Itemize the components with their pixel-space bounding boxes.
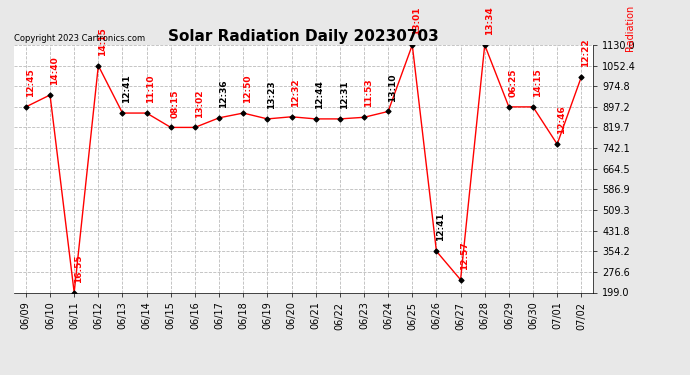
- Text: 08:15: 08:15: [170, 89, 179, 117]
- Text: 12:41: 12:41: [122, 74, 131, 103]
- Text: 11:10: 11:10: [146, 75, 155, 103]
- Text: 14:40: 14:40: [50, 56, 59, 85]
- Point: [527, 104, 538, 110]
- Text: 14:15: 14:15: [98, 27, 107, 56]
- Point: [69, 290, 79, 296]
- Text: 12:57: 12:57: [460, 241, 469, 270]
- Point: [479, 42, 490, 48]
- Point: [455, 277, 466, 283]
- Point: [406, 42, 417, 48]
- Text: 13:02: 13:02: [195, 89, 204, 117]
- Point: [552, 141, 563, 147]
- Point: [334, 116, 345, 122]
- Point: [44, 92, 55, 98]
- Text: 16:55: 16:55: [74, 254, 83, 283]
- Point: [117, 110, 128, 116]
- Point: [141, 110, 152, 116]
- Text: 13:01: 13:01: [412, 7, 421, 35]
- Point: [575, 74, 586, 80]
- Point: [165, 124, 176, 130]
- Point: [21, 104, 32, 110]
- Text: 11:53: 11:53: [364, 79, 373, 107]
- Text: 14:15: 14:15: [533, 68, 542, 97]
- Title: Solar Radiation Daily 20230703: Solar Radiation Daily 20230703: [168, 29, 439, 44]
- Text: 12:41: 12:41: [436, 213, 445, 242]
- Text: 12:50: 12:50: [243, 75, 252, 103]
- Point: [504, 104, 515, 110]
- Point: [286, 114, 297, 120]
- Text: 12:31: 12:31: [339, 80, 348, 109]
- Text: 12:45: 12:45: [26, 68, 34, 97]
- Point: [92, 63, 104, 69]
- Text: 12:22: 12:22: [581, 38, 590, 67]
- Point: [214, 115, 225, 121]
- Text: Copyright 2023 Cartronics.com: Copyright 2023 Cartronics.com: [14, 33, 145, 42]
- Text: 12:32: 12:32: [291, 78, 300, 107]
- Point: [431, 248, 442, 254]
- Text: 12:46: 12:46: [557, 105, 566, 134]
- Text: 12:44: 12:44: [315, 80, 324, 109]
- Text: Radiation  (W/m2): Radiation (W/m2): [625, 0, 635, 53]
- Text: 13:10: 13:10: [388, 73, 397, 102]
- Point: [359, 114, 370, 120]
- Text: 06:25: 06:25: [509, 69, 518, 97]
- Text: 13:34: 13:34: [484, 6, 493, 35]
- Point: [382, 108, 393, 114]
- Text: 12:36: 12:36: [219, 80, 228, 108]
- Point: [262, 116, 273, 122]
- Point: [310, 116, 321, 122]
- Text: 13:23: 13:23: [267, 80, 276, 109]
- Point: [189, 124, 200, 130]
- Point: [237, 110, 248, 116]
